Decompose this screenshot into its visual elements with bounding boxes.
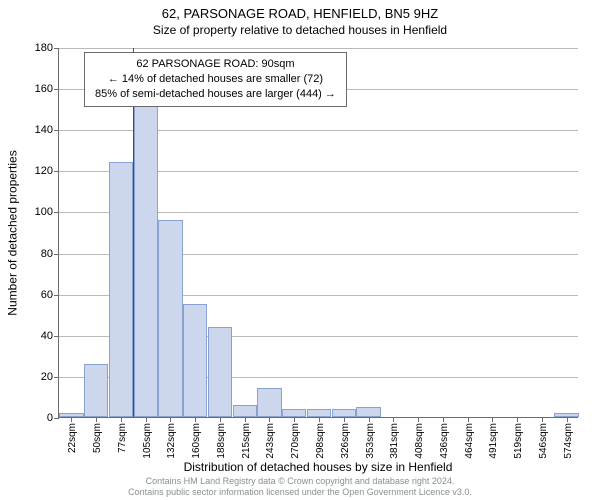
chart-subtitle: Size of property relative to detached ho… — [0, 23, 600, 37]
x-tick-mark — [567, 417, 568, 422]
x-tick-mark — [220, 417, 221, 422]
histogram-bar — [233, 405, 257, 417]
footer-line-2: Contains public sector information licen… — [0, 487, 600, 498]
x-tick-label: 464sqm — [464, 423, 475, 459]
histogram-bar — [356, 407, 380, 417]
y-tick-mark — [54, 418, 59, 419]
y-tick-label: 40 — [41, 330, 53, 342]
y-tick-mark — [54, 130, 59, 131]
x-tick-label: 215sqm — [241, 423, 252, 459]
x-tick-mark — [146, 417, 147, 422]
x-tick-label: 105sqm — [142, 423, 153, 459]
info-box-line: ← 14% of detached houses are smaller (72… — [95, 72, 336, 87]
histogram-bar — [183, 304, 207, 417]
y-tick-label: 140 — [35, 124, 53, 136]
histogram-bar — [84, 364, 108, 417]
x-tick-label: 546sqm — [538, 423, 549, 459]
y-tick-label: 0 — [47, 412, 53, 424]
x-tick-mark — [468, 417, 469, 422]
gridline — [59, 48, 578, 49]
x-tick-mark — [319, 417, 320, 422]
x-tick-mark — [294, 417, 295, 422]
x-tick-mark — [443, 417, 444, 422]
x-tick-mark — [393, 417, 394, 422]
y-tick-mark — [54, 48, 59, 49]
info-box: 62 PARSONAGE ROAD: 90sqm← 14% of detache… — [84, 52, 347, 107]
x-tick-mark — [269, 417, 270, 422]
x-tick-label: 381sqm — [389, 423, 400, 459]
y-axis-label: Number of detached properties — [6, 150, 20, 315]
histogram-bar — [109, 162, 133, 417]
y-axis-label-wrap: Number of detached properties — [6, 48, 20, 418]
x-tick-mark — [418, 417, 419, 422]
x-tick-label: 353sqm — [365, 423, 376, 459]
info-box-line: 62 PARSONAGE ROAD: 90sqm — [95, 57, 336, 72]
x-tick-mark — [170, 417, 171, 422]
y-tick-label: 60 — [41, 289, 53, 301]
x-tick-mark — [492, 417, 493, 422]
histogram-bar — [332, 409, 356, 417]
histogram-bar — [257, 388, 281, 417]
x-tick-mark — [369, 417, 370, 422]
histogram-bar — [158, 220, 182, 417]
x-tick-label: 77sqm — [117, 423, 128, 453]
x-tick-label: 22sqm — [67, 423, 78, 453]
y-tick-mark — [54, 171, 59, 172]
plot-area: 02040608010012014016018022sqm50sqm77sqm1… — [58, 48, 578, 418]
chart-container: 62, PARSONAGE ROAD, HENFIELD, BN5 9HZ Si… — [0, 0, 600, 500]
x-tick-mark — [71, 417, 72, 422]
y-tick-label: 80 — [41, 248, 53, 260]
y-tick-mark — [54, 295, 59, 296]
x-tick-label: 491sqm — [488, 423, 499, 459]
x-tick-label: 408sqm — [414, 423, 425, 459]
x-tick-mark — [344, 417, 345, 422]
histogram-bar — [134, 88, 158, 417]
info-box-line: 85% of semi-detached houses are larger (… — [95, 87, 336, 102]
x-tick-mark — [542, 417, 543, 422]
y-tick-mark — [54, 377, 59, 378]
histogram-bar — [208, 327, 232, 417]
histogram-bar — [282, 409, 306, 417]
y-tick-label: 100 — [35, 206, 53, 218]
x-tick-mark — [517, 417, 518, 422]
y-tick-label: 20 — [41, 371, 53, 383]
y-tick-label: 180 — [35, 42, 53, 54]
x-tick-label: 50sqm — [92, 423, 103, 453]
x-tick-mark — [195, 417, 196, 422]
histogram-bar — [307, 409, 331, 417]
x-tick-label: 132sqm — [166, 423, 177, 459]
footer-line-1: Contains HM Land Registry data © Crown c… — [0, 476, 600, 487]
x-tick-label: 574sqm — [563, 423, 574, 459]
x-tick-label: 519sqm — [513, 423, 524, 459]
y-tick-mark — [54, 89, 59, 90]
x-tick-mark — [245, 417, 246, 422]
x-tick-label: 188sqm — [216, 423, 227, 459]
x-tick-label: 436sqm — [439, 423, 450, 459]
x-axis-label: Distribution of detached houses by size … — [58, 460, 578, 474]
x-tick-label: 243sqm — [265, 423, 276, 459]
y-tick-label: 160 — [35, 83, 53, 95]
y-tick-label: 120 — [35, 165, 53, 177]
chart-title: 62, PARSONAGE ROAD, HENFIELD, BN5 9HZ — [0, 0, 600, 23]
y-tick-mark — [54, 212, 59, 213]
x-tick-label: 326sqm — [340, 423, 351, 459]
x-tick-label: 270sqm — [290, 423, 301, 459]
x-tick-label: 298sqm — [315, 423, 326, 459]
x-tick-label: 160sqm — [191, 423, 202, 459]
x-tick-mark — [121, 417, 122, 422]
y-tick-mark — [54, 336, 59, 337]
y-tick-mark — [54, 254, 59, 255]
footer-attribution: Contains HM Land Registry data © Crown c… — [0, 476, 600, 499]
x-tick-mark — [96, 417, 97, 422]
